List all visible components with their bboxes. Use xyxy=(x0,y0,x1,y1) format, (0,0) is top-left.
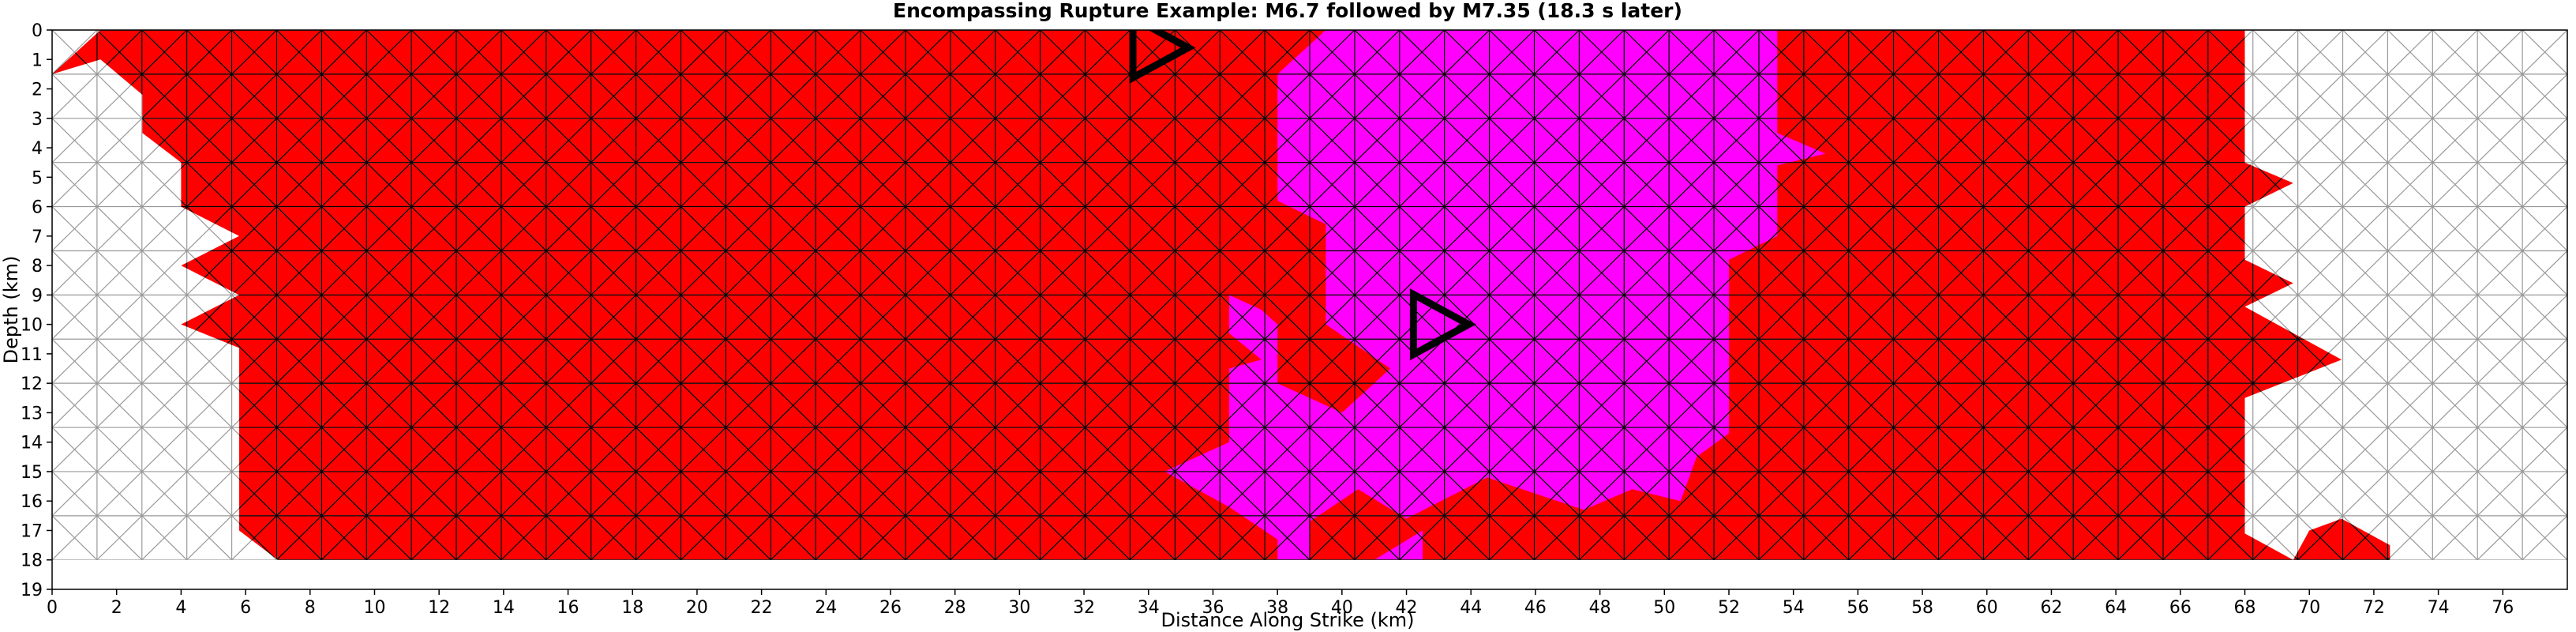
x-tick-label: 0 xyxy=(47,598,58,618)
x-tick-label: 56 xyxy=(1847,598,1869,618)
x-tick-label: 46 xyxy=(1524,598,1547,618)
x-tick-label: 40 xyxy=(1331,598,1353,618)
y-tick-label: 14 xyxy=(21,434,43,453)
y-axis-label: Depth (km) xyxy=(0,256,22,364)
x-tick-label: 22 xyxy=(751,598,773,618)
x-tick-label: 32 xyxy=(1073,598,1095,618)
x-tick-label: 8 xyxy=(305,598,316,618)
x-tick-label: 4 xyxy=(175,598,186,618)
x-tick-label: 18 xyxy=(621,598,643,618)
chart-title: Encompassing Rupture Example: M6.7 follo… xyxy=(893,0,1682,22)
y-tick-label: 9 xyxy=(32,286,43,306)
x-tick-label: 74 xyxy=(2428,598,2450,618)
x-tick-label: 26 xyxy=(879,598,902,618)
y-tick-label: 12 xyxy=(21,374,43,394)
x-tick-label: 50 xyxy=(1653,598,1675,618)
x-tick-label: 64 xyxy=(2105,598,2127,618)
y-tick-label: 18 xyxy=(21,551,43,571)
x-tick-label: 2 xyxy=(111,598,122,618)
y-tick-label: 2 xyxy=(32,81,43,100)
x-axis-ticks: 0 2 4 6 8 10 12 14 16 18 20 22 24 26 28 30 32 34 36 38 40 42 4… xyxy=(47,589,2514,618)
hypocenter-marker xyxy=(1129,30,1196,84)
x-tick-label: 52 xyxy=(1718,598,1740,618)
mesh-lines-ruptured xyxy=(52,30,2390,560)
y-tick-label: 7 xyxy=(32,228,43,247)
y-tick-label: 3 xyxy=(32,110,43,130)
y-tick-label: 4 xyxy=(32,139,43,159)
y-tick-label: 17 xyxy=(21,521,43,541)
x-tick-label: 20 xyxy=(686,598,708,618)
x-tick-label: 14 xyxy=(493,598,515,618)
y-tick-label: 19 xyxy=(21,581,43,600)
x-tick-label: 6 xyxy=(240,598,251,618)
x-tick-label: 62 xyxy=(2040,598,2062,618)
x-tick-label: 76 xyxy=(2492,598,2514,618)
y-tick-label: 1 xyxy=(32,51,43,70)
x-tick-label: 42 xyxy=(1396,598,1418,618)
y-tick-label: 5 xyxy=(32,168,43,188)
y-tick-label: 16 xyxy=(21,492,43,512)
y-tick-label: 10 xyxy=(21,316,43,336)
x-tick-label: 12 xyxy=(428,598,450,618)
y-tick-label: 11 xyxy=(21,345,43,365)
y-tick-label: 13 xyxy=(21,404,43,423)
y-tick-label: 0 xyxy=(32,21,43,41)
hypocenter-marker xyxy=(1409,288,1476,361)
x-tick-label: 66 xyxy=(2169,598,2192,618)
x-tick-label: 68 xyxy=(2234,598,2256,618)
axes-frame xyxy=(51,29,2568,590)
x-tick-label: 58 xyxy=(1911,598,1933,618)
x-tick-label: 38 xyxy=(1266,598,1288,618)
x-tick-label: 60 xyxy=(1976,598,1998,618)
x-tick-label: 24 xyxy=(815,598,837,618)
x-tick-label: 70 xyxy=(2298,598,2320,618)
x-tick-label: 44 xyxy=(1460,598,1482,618)
x-tick-label: 34 xyxy=(1138,598,1160,618)
region-m67-rupture-patch xyxy=(1374,530,1423,560)
x-tick-label: 72 xyxy=(2363,598,2385,618)
y-tick-label: 6 xyxy=(32,198,43,218)
x-tick-label: 48 xyxy=(1589,598,1611,618)
x-tick-label: 30 xyxy=(1008,598,1030,618)
x-tick-label: 54 xyxy=(1783,598,1805,618)
x-tick-label: 28 xyxy=(944,598,966,618)
x-tick-label: 10 xyxy=(363,598,385,618)
x-tick-label: 36 xyxy=(1202,598,1224,618)
x-tick-label: 16 xyxy=(557,598,579,618)
plot-area xyxy=(51,29,2568,590)
y-tick-label: 8 xyxy=(32,257,43,276)
x-axis-label: Distance Along Strike (km) xyxy=(1161,609,1414,631)
y-tick-label: 15 xyxy=(21,463,43,483)
